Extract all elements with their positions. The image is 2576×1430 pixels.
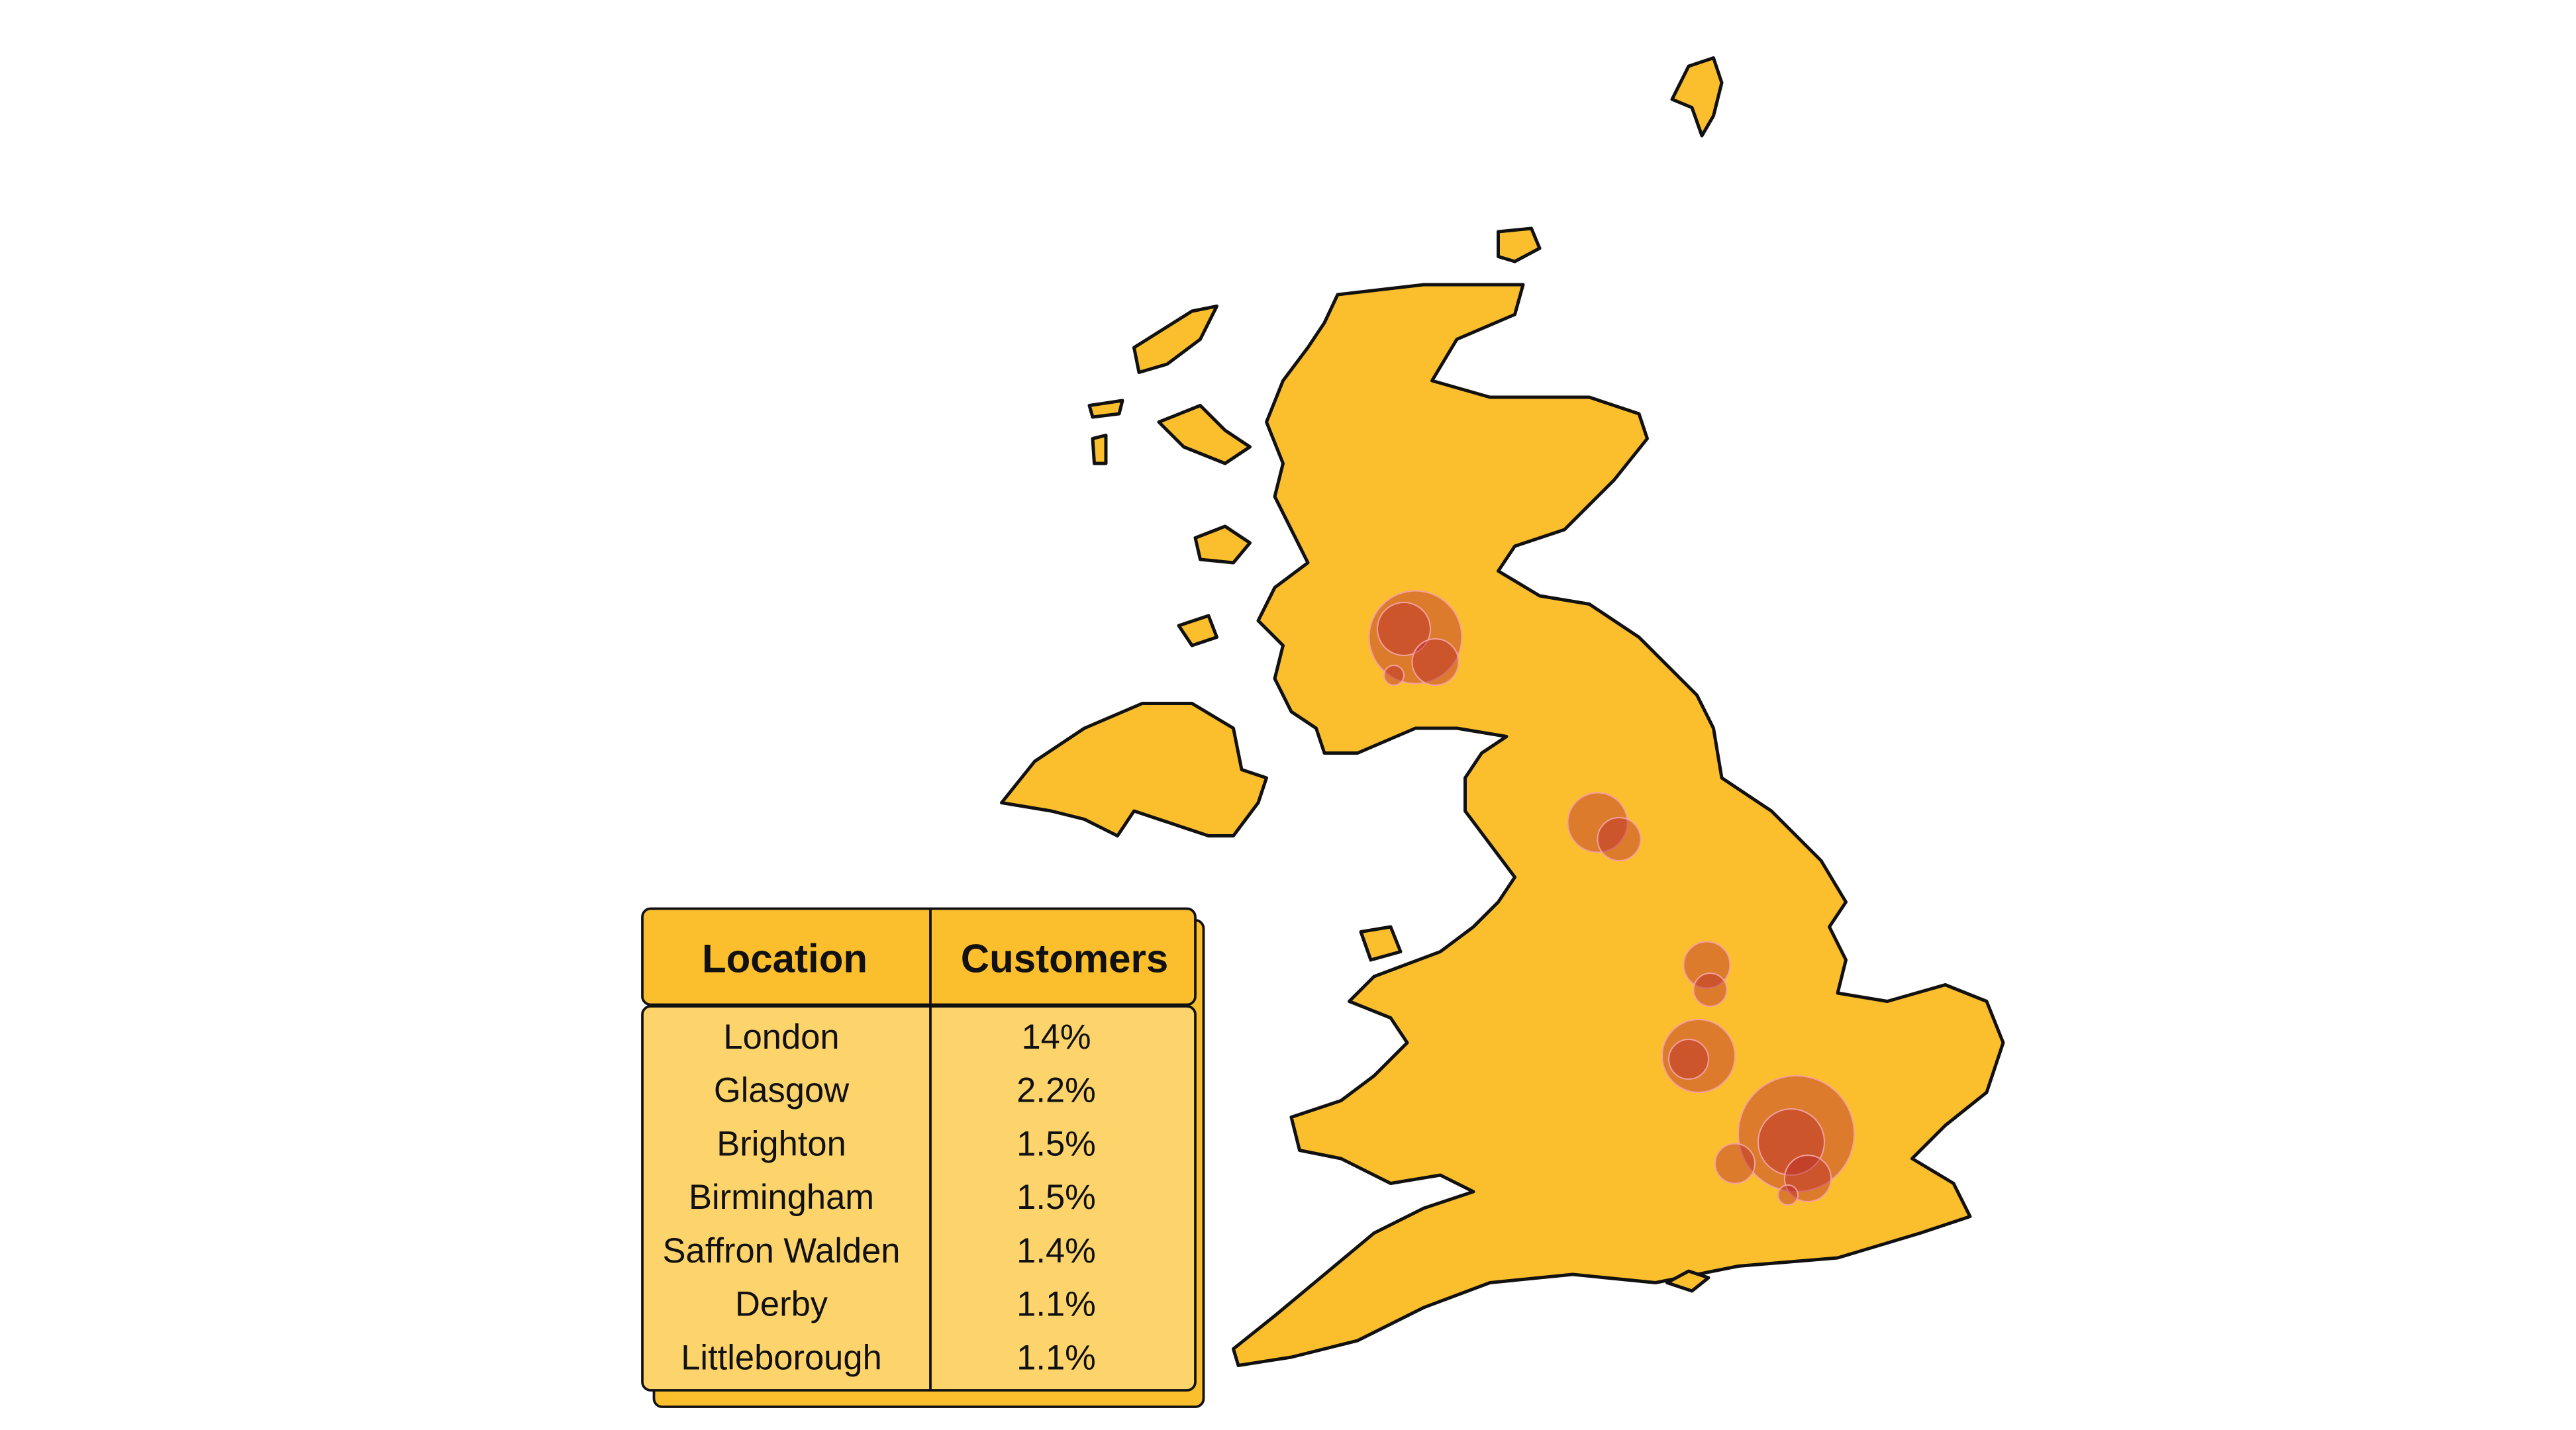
header-cell: Customers bbox=[961, 936, 1168, 980]
great-britain bbox=[1232, 283, 2005, 1367]
bubble bbox=[1683, 941, 1731, 989]
location-cell: Derby bbox=[735, 1285, 828, 1324]
customers-cell: 1.5% bbox=[1016, 1124, 1096, 1163]
location-cell: Glasgow bbox=[714, 1071, 850, 1110]
location-cell: Littleborough bbox=[681, 1338, 882, 1377]
header-cell: Location bbox=[702, 936, 867, 980]
uk-map bbox=[1000, 56, 2005, 1367]
lewis bbox=[1132, 305, 1218, 374]
bubble bbox=[1377, 602, 1431, 656]
skye bbox=[1157, 404, 1252, 465]
location-cell: London bbox=[723, 1018, 839, 1057]
bubble bbox=[1567, 792, 1628, 853]
customers-cell: 1.4% bbox=[1016, 1231, 1096, 1270]
customers-cell: 14% bbox=[1021, 1018, 1091, 1057]
northern-ireland bbox=[1000, 702, 1268, 837]
bubble bbox=[1777, 1184, 1799, 1206]
uist bbox=[1087, 399, 1124, 419]
location-cell: Birmingham bbox=[689, 1178, 874, 1217]
bubble bbox=[1383, 665, 1405, 686]
table-body bbox=[641, 1005, 1197, 1392]
isle-of-wight bbox=[1665, 1269, 1710, 1293]
bubble bbox=[1693, 973, 1728, 1007]
customer-table: Location Customers London 14% Glasgow 2.2% B… bbox=[641, 907, 1205, 1408]
bubble bbox=[1368, 590, 1463, 685]
customer-bubbles bbox=[1368, 590, 1855, 1206]
barra bbox=[1091, 434, 1108, 465]
mull bbox=[1193, 524, 1252, 565]
islay bbox=[1177, 614, 1218, 647]
anglesey bbox=[1359, 925, 1403, 962]
location-cell: Saffron Walden bbox=[663, 1231, 901, 1270]
table-rows: London 14% Glasgow 2.2% Brighton 1.5% Birmingh… bbox=[663, 1018, 1096, 1378]
customers-cell: 2.2% bbox=[1016, 1071, 1096, 1110]
bubble bbox=[1411, 638, 1460, 686]
bubble bbox=[1714, 1143, 1756, 1184]
bubble bbox=[1668, 1039, 1709, 1080]
location-cell: Brighton bbox=[717, 1124, 846, 1163]
bubble bbox=[1758, 1108, 1825, 1176]
customers-cell: 1.5% bbox=[1016, 1178, 1096, 1217]
table-header bbox=[641, 907, 1197, 1006]
bubble bbox=[1661, 1019, 1736, 1093]
orkney bbox=[1497, 226, 1542, 263]
customers-cell: 1.1% bbox=[1016, 1338, 1096, 1377]
bubble bbox=[1597, 817, 1642, 861]
customers-cell: 1.1% bbox=[1016, 1285, 1096, 1324]
shetland bbox=[1670, 56, 1724, 138]
